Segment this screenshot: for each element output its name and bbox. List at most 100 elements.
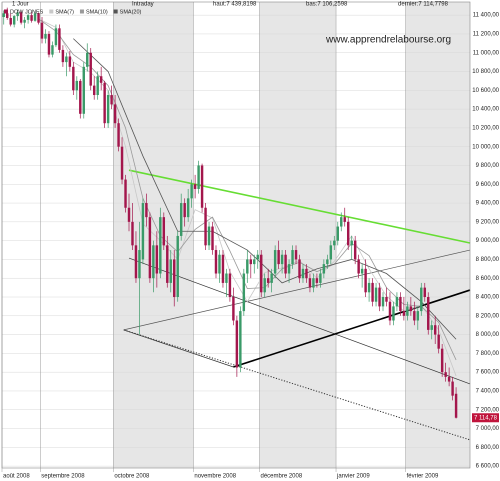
candle-body	[273, 250, 277, 274]
candle-body	[134, 245, 138, 279]
trend-line	[123, 249, 471, 331]
candle-body	[270, 273, 273, 283]
candle-body	[72, 66, 75, 91]
y-tick-label: 8 600,00	[476, 276, 500, 282]
candle-body	[145, 203, 148, 218]
candle-body	[249, 259, 253, 265]
x-tick-label: octobre 2008	[114, 474, 150, 480]
month-band	[259, 2, 337, 468]
candle-body	[152, 245, 155, 279]
x-tick-label: décembre 2008	[260, 474, 302, 480]
candle-body	[353, 240, 357, 260]
candle-body	[340, 217, 343, 227]
month-band	[405, 2, 470, 468]
candle-body	[406, 306, 409, 316]
trend-line	[233, 289, 471, 368]
y-tick-label: 10 400,00	[472, 107, 499, 113]
candle-body	[47, 33, 51, 55]
candle-body	[388, 301, 392, 321]
candle-body	[99, 76, 103, 83]
candle-body	[392, 306, 395, 321]
candle-body	[124, 179, 127, 208]
candle-body	[416, 311, 420, 321]
candle-body	[30, 15, 33, 21]
candle-body	[228, 273, 232, 298]
candle-body	[51, 45, 54, 55]
candle-body	[65, 56, 68, 63]
candle-body	[6, 13, 9, 18]
candle-body	[246, 259, 249, 274]
y-tick-label: 11 200,00	[473, 32, 500, 38]
trend-line	[128, 169, 471, 244]
candle-body	[409, 306, 413, 312]
candle-body	[451, 381, 454, 396]
candle-body	[312, 278, 315, 288]
candle-body	[305, 268, 308, 279]
candle-body	[427, 297, 430, 330]
trend-line	[128, 257, 471, 385]
candle-body	[221, 254, 225, 283]
sma-line	[73, 38, 457, 340]
candle-body	[374, 287, 378, 302]
candle-body	[381, 297, 385, 307]
candle-body	[79, 80, 82, 114]
candle-body	[336, 226, 339, 241]
candle-body	[33, 13, 37, 21]
plot-frame	[1, 1, 471, 469]
candle-body	[308, 278, 312, 288]
candle-body	[23, 19, 26, 23]
candle-body	[179, 203, 183, 236]
candle-body	[204, 207, 207, 246]
candle-body	[169, 259, 172, 283]
y-tick-label: 9 800,00	[476, 163, 500, 169]
candle-body	[12, 16, 16, 25]
candle-body	[44, 33, 47, 39]
candle-body	[371, 282, 374, 302]
candle-body	[131, 221, 134, 246]
candle-body	[242, 273, 246, 312]
candle-body	[298, 259, 301, 279]
y-tick-label: 8 800,00	[476, 257, 500, 263]
last-value-box	[472, 413, 499, 423]
y-tick-label: 6 600,00	[476, 464, 500, 470]
low-text: bas:7 106,2598	[306, 2, 348, 8]
candle-body	[440, 348, 444, 373]
candle-body	[197, 165, 200, 189]
candle-body	[176, 235, 179, 298]
candle-body	[186, 198, 190, 218]
candle-body	[37, 13, 40, 23]
candle-body	[117, 123, 120, 147]
plot-area	[1, 2, 471, 472]
legend-label: SMA(10)	[86, 9, 108, 15]
candle-body	[260, 254, 263, 293]
y-tick-label: 9 600,00	[476, 182, 500, 188]
candle-body	[357, 259, 360, 274]
y-tick-label: 8 400,00	[476, 295, 500, 301]
candle-body	[430, 325, 433, 330]
candle-body	[155, 245, 159, 274]
candle-body	[162, 217, 166, 246]
y-tick-label: 7 000,00	[476, 426, 500, 432]
last-value-label: 7 114,78	[474, 415, 498, 421]
candle-body	[239, 311, 242, 368]
candle-body	[263, 278, 266, 293]
candle-body	[54, 28, 58, 46]
candle-body	[420, 287, 423, 312]
candle-body	[103, 82, 106, 124]
candle-body	[82, 66, 85, 114]
candle-body	[86, 52, 89, 67]
y-tick-label: 10 000,00	[472, 144, 499, 150]
legend-swatch	[4, 9, 8, 14]
candle-body	[207, 226, 211, 246]
x-tick-label: janvier 2009	[336, 474, 370, 480]
candle-body	[9, 17, 12, 25]
candle-body	[423, 287, 426, 298]
y-tick-label: 9 400,00	[476, 201, 500, 207]
candle-body	[413, 311, 416, 321]
candle-body	[402, 311, 406, 316]
candle-body	[92, 85, 96, 96]
candle-body	[61, 49, 65, 63]
candle-body	[58, 28, 61, 50]
candle-body	[315, 278, 319, 283]
